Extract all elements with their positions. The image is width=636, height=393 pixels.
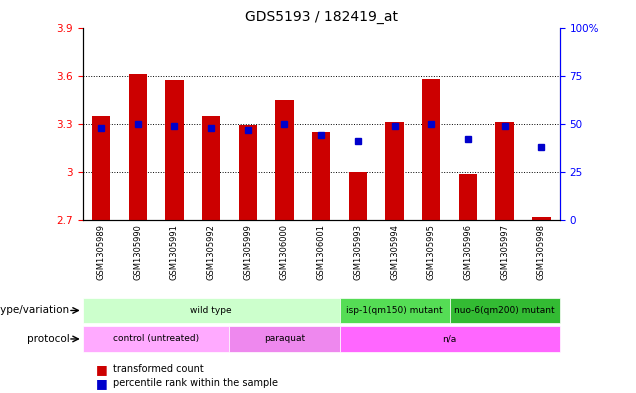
Bar [83,298,340,323]
Text: nuo-6(qm200) mutant: nuo-6(qm200) mutant [454,306,555,315]
Text: GSM1305999: GSM1305999 [244,224,252,280]
Bar [385,122,404,220]
Bar [128,74,147,220]
Text: ■: ■ [95,363,107,376]
Text: GSM1305995: GSM1305995 [427,224,436,280]
Text: GSM1305991: GSM1305991 [170,224,179,280]
Bar [165,81,184,220]
Bar [312,132,330,220]
Text: n/a: n/a [443,334,457,343]
Bar [92,116,110,220]
Bar [459,174,477,220]
Bar [202,116,220,220]
Text: transformed count: transformed count [113,364,204,375]
Text: GSM1305993: GSM1305993 [354,224,363,280]
Text: GSM1305994: GSM1305994 [390,224,399,280]
Text: GSM1305996: GSM1305996 [464,224,473,280]
Text: GSM1305997: GSM1305997 [500,224,509,280]
Text: percentile rank within the sample: percentile rank within the sample [113,378,278,388]
Text: GSM1306000: GSM1306000 [280,224,289,280]
Text: wild type: wild type [190,306,232,315]
Text: genotype/variation: genotype/variation [0,305,70,316]
Text: ■: ■ [95,376,107,390]
Bar [340,326,560,352]
Text: protocol: protocol [27,334,70,344]
Bar [450,298,560,323]
Text: paraquat: paraquat [264,334,305,343]
Text: isp-1(qm150) mutant: isp-1(qm150) mutant [346,306,443,315]
Bar [230,326,340,352]
Text: GSM1306001: GSM1306001 [317,224,326,280]
Bar [83,326,230,352]
Text: GSM1305992: GSM1305992 [207,224,216,280]
Bar [422,79,440,220]
Bar [532,217,551,220]
Text: control (untreated): control (untreated) [113,334,199,343]
Bar [495,122,514,220]
Text: GSM1305989: GSM1305989 [97,224,106,280]
Text: GSM1305998: GSM1305998 [537,224,546,280]
Bar [340,298,450,323]
Bar [349,172,367,220]
Bar [275,100,294,220]
Bar [238,125,257,220]
Text: GSM1305990: GSM1305990 [133,224,142,280]
Title: GDS5193 / 182419_at: GDS5193 / 182419_at [245,10,398,24]
